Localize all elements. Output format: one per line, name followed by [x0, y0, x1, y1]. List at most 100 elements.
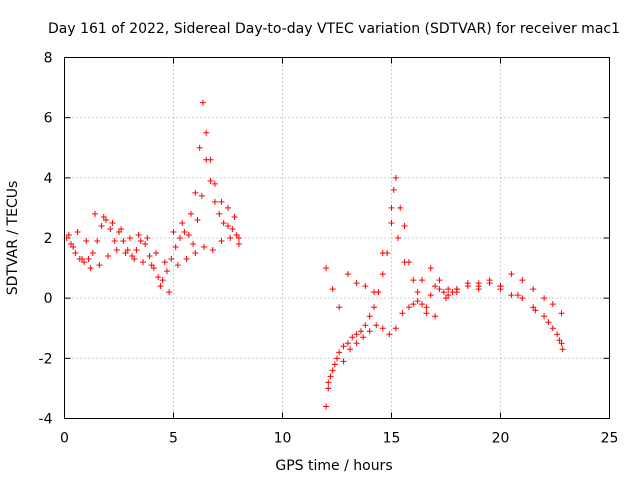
data-point: [401, 222, 408, 229]
data-point: [453, 289, 460, 296]
y-tick-label: 0: [44, 291, 53, 307]
data-point: [161, 259, 168, 266]
y-tick-label: 8: [44, 51, 53, 67]
data-point: [541, 295, 548, 302]
data-point: [211, 180, 218, 187]
data-point: [148, 262, 155, 269]
data-point: [519, 277, 526, 284]
data-point: [436, 286, 443, 293]
data-point: [414, 298, 421, 305]
data-point: [150, 265, 157, 272]
data-point: [554, 331, 561, 338]
data-point: [209, 247, 216, 254]
data-point: [558, 340, 565, 347]
data-point: [68, 241, 75, 248]
data-point: [336, 304, 343, 311]
data-point: [445, 292, 452, 299]
data-point: [395, 235, 402, 241]
data-point: [419, 301, 426, 308]
data-point: [192, 189, 199, 196]
data-point: [107, 225, 114, 232]
data-point: [72, 250, 79, 257]
data-point: [427, 292, 434, 299]
x-tick-label: 10: [274, 431, 292, 447]
data-point: [486, 277, 493, 284]
data-point: [366, 313, 373, 320]
data-point: [185, 231, 192, 238]
data-point: [353, 280, 360, 287]
data-point: [174, 262, 181, 269]
x-tick-label: 15: [383, 431, 401, 447]
data-point: [225, 222, 231, 229]
data-point: [65, 231, 72, 238]
data-point: [362, 283, 369, 290]
data-point: [218, 198, 225, 205]
data-point: [225, 204, 231, 211]
data-point: [366, 328, 373, 335]
data-point: [187, 210, 194, 217]
data-point: [390, 186, 397, 193]
data-point: [325, 379, 332, 386]
plot-frame: [64, 57, 610, 419]
data-point: [423, 304, 430, 311]
data-point: [532, 307, 539, 314]
data-point: [124, 247, 131, 254]
data-point: [87, 265, 94, 272]
data-point: [129, 253, 136, 260]
data-point: [373, 322, 380, 329]
data-point: [172, 244, 179, 251]
data-point: [168, 256, 175, 263]
data-point: [190, 241, 197, 248]
data-point: [166, 289, 173, 296]
data-point: [541, 313, 548, 320]
data-point: [427, 265, 434, 272]
x-tick-labels: 0 5 10 15 20 25: [60, 431, 618, 447]
data-point: [353, 340, 360, 347]
data-point: [371, 304, 378, 311]
data-point: [549, 301, 556, 308]
data-point: [94, 238, 101, 245]
data-point: [153, 250, 160, 257]
y-tick-labels: -4 -2 0 2 4 6 8: [39, 51, 53, 428]
data-point: [92, 210, 99, 217]
data-point: [142, 241, 149, 248]
data-point: [397, 204, 404, 211]
data-point: [360, 334, 367, 341]
data-point: [334, 355, 340, 362]
data-point: [233, 231, 240, 238]
data-point: [220, 219, 227, 226]
data-point: [157, 283, 164, 290]
data-point: [78, 256, 85, 263]
data-point: [199, 99, 206, 106]
x-tick-label: 25: [601, 431, 619, 447]
data-point: [323, 265, 330, 272]
data-point: [410, 301, 417, 308]
data-point: [340, 343, 347, 350]
data-point: [231, 213, 238, 220]
data-point: [405, 304, 412, 311]
data-point: [432, 283, 439, 290]
data-point: [336, 349, 343, 356]
data-point: [235, 235, 242, 241]
data-point: [102, 216, 109, 223]
data-point: [163, 268, 170, 275]
data-point: [514, 292, 521, 299]
data-point: [558, 310, 565, 317]
data-point: [179, 219, 186, 226]
chart-title: Day 161 of 2022, Sidereal Day-to-day VTE…: [48, 21, 620, 37]
data-point: [464, 280, 471, 287]
data-point: [349, 334, 356, 341]
data-point: [218, 238, 225, 245]
data-point: [116, 228, 122, 235]
data-point: [207, 156, 214, 163]
data-point: [329, 367, 336, 374]
data-point: [201, 244, 208, 251]
data-point: [198, 192, 205, 199]
data-point: [344, 340, 351, 347]
data-point: [81, 259, 88, 266]
data-point: [170, 228, 177, 235]
data-point: [203, 129, 210, 136]
data-point: [177, 235, 184, 241]
data-point: [379, 250, 386, 257]
data-point: [388, 219, 395, 226]
